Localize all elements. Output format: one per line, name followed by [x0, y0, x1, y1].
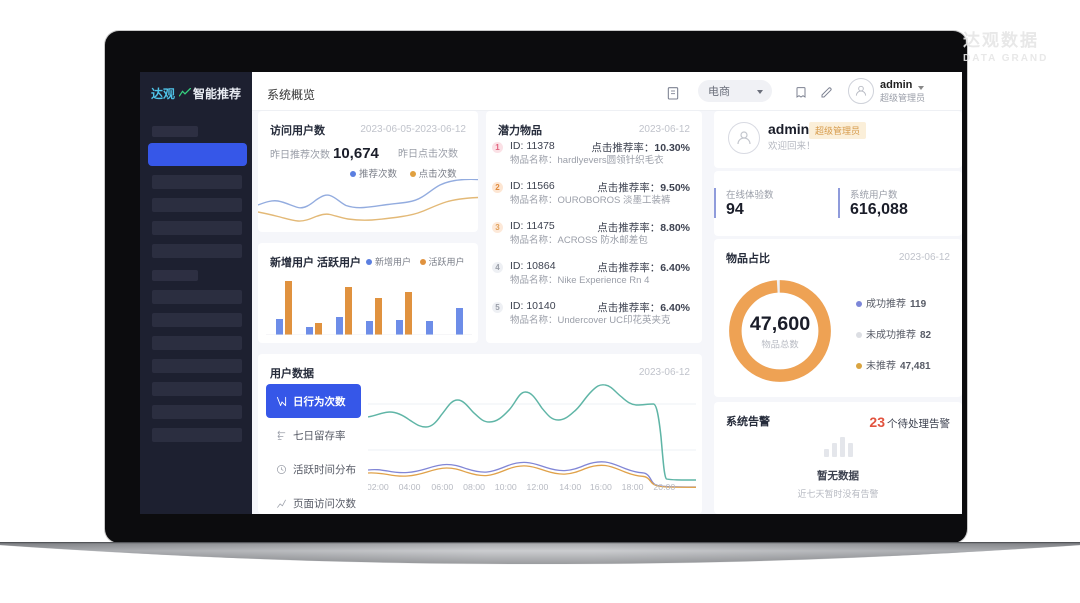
- svg-text:20:00: 20:00: [653, 482, 675, 492]
- svg-text:04:00: 04:00: [399, 482, 421, 492]
- svg-text:47,600: 47,600: [750, 313, 810, 335]
- svg-text:物品总数: 物品总数: [761, 339, 799, 350]
- svg-text:08:00: 08:00: [463, 482, 485, 492]
- svg-text:14:00: 14:00: [559, 482, 581, 492]
- svg-text:12:00: 12:00: [527, 482, 549, 492]
- svg-text:02:00: 02:00: [368, 482, 389, 492]
- svg-text:16:00: 16:00: [590, 482, 612, 492]
- svg-text:18:00: 18:00: [622, 482, 644, 492]
- svg-text:10:00: 10:00: [495, 482, 517, 492]
- svg-text:06:00: 06:00: [431, 482, 453, 492]
